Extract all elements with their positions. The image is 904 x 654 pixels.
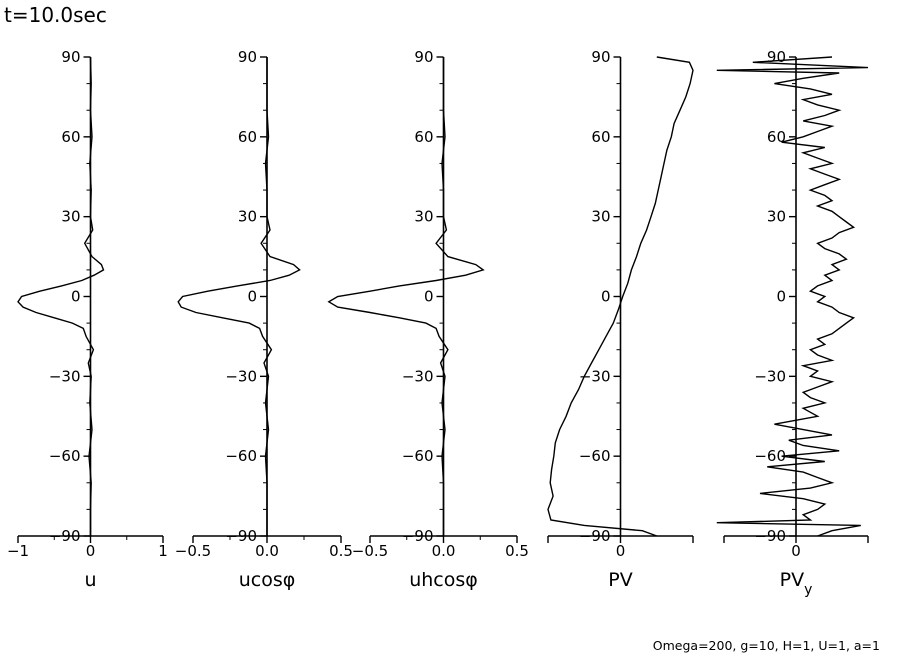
y-tick-label: 0 xyxy=(71,288,81,306)
series-line xyxy=(177,57,301,536)
x-axis-label: ucosφ xyxy=(239,569,296,591)
x-tick-label: 0.0 xyxy=(255,542,279,560)
y-tick-label: 60 xyxy=(591,128,610,146)
x-axis-label: uhcosφ xyxy=(409,569,478,591)
y-tick-label: −60 xyxy=(49,447,81,465)
y-tick-label: −30 xyxy=(49,367,81,385)
y-tick-label: −30 xyxy=(754,367,786,385)
x-tick-label: −0.5 xyxy=(175,542,211,560)
x-axis-label-subscript: y xyxy=(804,582,812,598)
panel-3: 90 60 30 0 −30 −60 −90 −0.5 0.0 0.5 uhcosφ xyxy=(327,48,529,591)
parameter-footer: Omega=200, g=10, H=1, U=1, a=1 xyxy=(653,638,880,653)
y-tick-label: 30 xyxy=(591,208,610,226)
x-tick-label: 0 xyxy=(616,542,626,560)
y-tick-label: −30 xyxy=(402,367,434,385)
x-axis-label: u xyxy=(84,569,96,591)
y-tick-label: 30 xyxy=(61,208,80,226)
series-line xyxy=(547,56,694,537)
panel-1: 90 60 30 0 −30 −60 −90 −1 0 1 u xyxy=(7,48,168,591)
y-tick-label: −90 xyxy=(754,527,786,545)
y-tick-label: 60 xyxy=(238,128,257,146)
x-tick-label: 1 xyxy=(158,542,168,560)
y-tick-label: 0 xyxy=(601,288,611,306)
y-tick-label: 60 xyxy=(61,128,80,146)
y-tick-label: −30 xyxy=(225,367,257,385)
x-tick-label: 0.5 xyxy=(329,542,353,560)
y-tick-label: 0 xyxy=(247,288,257,306)
y-tick-label: −90 xyxy=(402,527,434,545)
y-tick-label: 30 xyxy=(414,208,433,226)
x-tick-label: 0 xyxy=(791,542,801,560)
y-tick-label: 60 xyxy=(767,128,786,146)
x-tick-label: −0.5 xyxy=(352,542,388,560)
y-tick-label: −60 xyxy=(225,447,257,465)
y-tick-label: 90 xyxy=(591,48,610,66)
y-tick-label: 30 xyxy=(767,208,786,226)
y-tick-label: 30 xyxy=(238,208,257,226)
x-tick-label: −1 xyxy=(7,542,29,560)
panels: 90 60 30 0 −30 −60 −90 −1 0 1 u 90 60 30 0 −30 −60 −90 −0.… xyxy=(7,48,869,598)
x-tick-label: 0.0 xyxy=(432,542,456,560)
y-tick-label: −60 xyxy=(402,447,434,465)
y-tick-label: 0 xyxy=(424,288,434,306)
series-line xyxy=(17,56,105,536)
x-tick-label: 0.5 xyxy=(505,542,529,560)
y-tick-label: −60 xyxy=(754,447,786,465)
series-line xyxy=(716,56,869,537)
y-tick-label: 60 xyxy=(414,128,433,146)
y-tick-label: 90 xyxy=(238,48,257,66)
y-tick-label: 90 xyxy=(414,48,433,66)
panel-2: 90 60 30 0 −30 −60 −90 −0.5 0.0 0.5 ucosφ xyxy=(175,48,353,591)
y-tick-label: −60 xyxy=(579,447,611,465)
y-tick-label: −90 xyxy=(579,527,611,545)
y-tick-label: −90 xyxy=(225,527,257,545)
y-tick-label: 0 xyxy=(776,288,786,306)
series-line xyxy=(327,57,485,536)
x-axis-label: PV xyxy=(608,569,632,591)
x-axis-label: PVy xyxy=(780,569,813,598)
y-tick-label: −90 xyxy=(49,527,81,545)
y-tick-label: 90 xyxy=(61,48,80,66)
figure-title: t=10.0sec xyxy=(4,3,107,27)
x-tick-label: 0 xyxy=(86,542,96,560)
